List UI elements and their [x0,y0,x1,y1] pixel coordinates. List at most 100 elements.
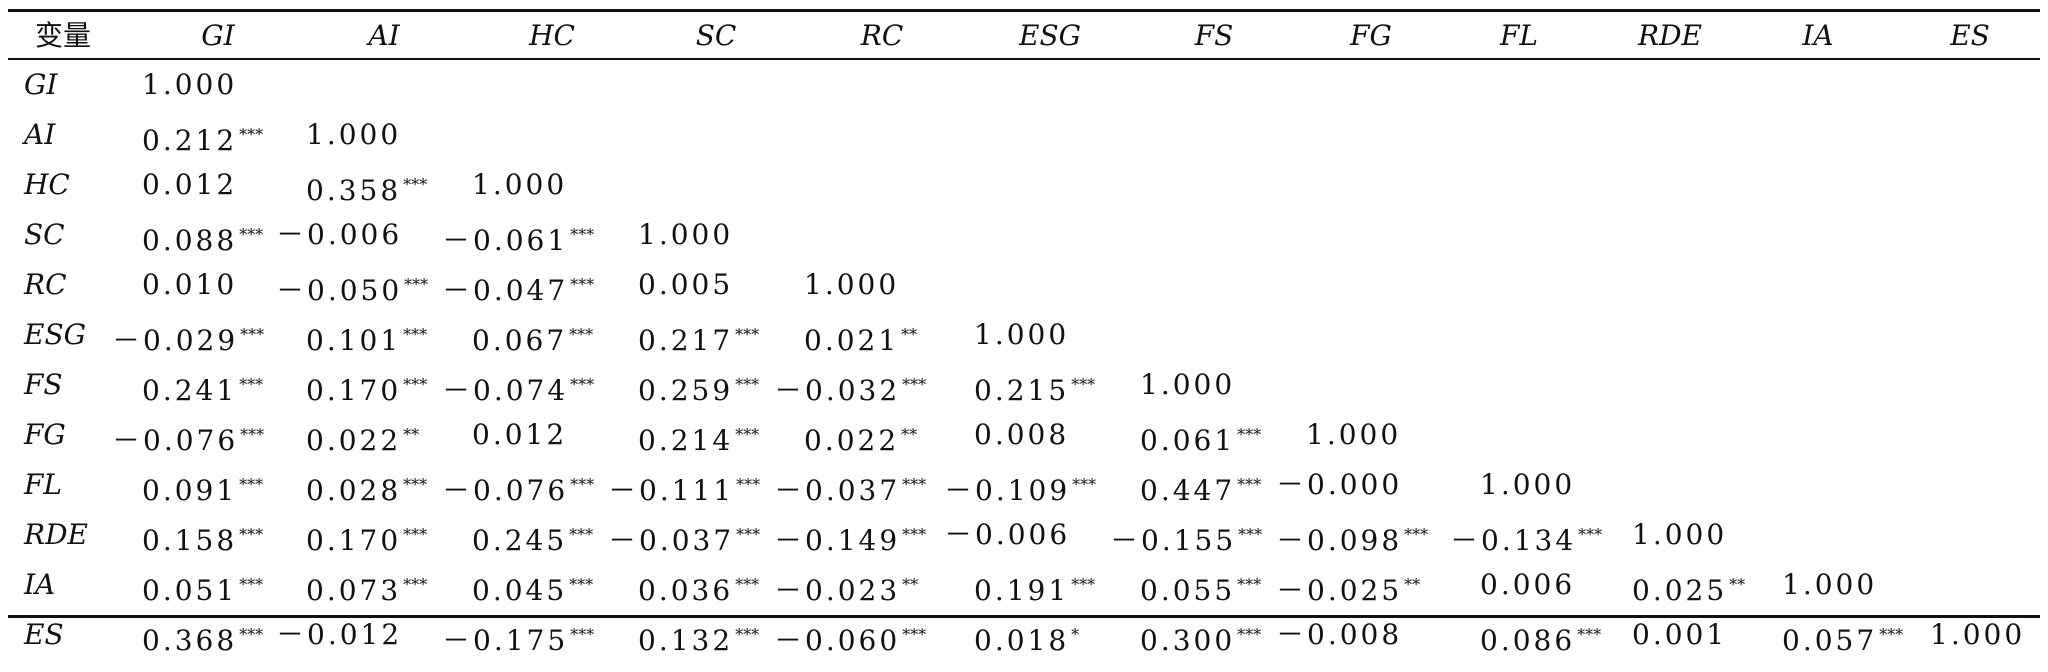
cell-value: 0.368 [142,624,238,657]
table-cell: 0.241 *** [142,360,263,410]
table-cell: －0.050 *** [276,260,428,310]
cell-value: 0.012 [472,418,568,451]
table-cell: －0.037 *** [608,510,760,560]
cell-value: 0.022 [804,424,900,457]
table-cell: 0.300 *** [1140,610,1261,660]
significance-stars: *** [570,225,595,244]
significance-stars: * [1071,625,1080,644]
table-cell: 0.259 *** [638,360,759,410]
cell-value: －0.006 [276,218,403,251]
significance-stars: *** [1071,375,1096,394]
table-cell: 0.101 *** [306,310,427,360]
table-cell: 0.012 [472,410,567,460]
significance-stars: *** [240,425,265,444]
table-cell: 0.006 [1480,560,1575,610]
cell-value: －0.155 [1110,524,1237,557]
table-row: ESG －0.029 *** 0.101 *** 0.067 *** 0.217 *** 0.02… [0,310,2048,360]
table-cell: 0.008 [974,410,1069,460]
cell-value: 0.170 [306,524,402,557]
cell-value: 1.000 [1930,618,2026,651]
table-cell: 0.025 ** [1632,560,1745,610]
table-cell: 0.012 [142,160,237,210]
table-cell: 0.245 *** [472,510,593,560]
cell-value: 1.000 [638,218,734,251]
cell-value: 0.045 [472,574,568,607]
cell-value: 0.158 [142,524,238,557]
significance-stars: ** [1729,575,1746,594]
significance-stars: ** [901,325,918,344]
table-cell: 0.036 *** [638,560,759,610]
significance-stars: *** [403,525,428,544]
table-cell: 0.022 ** [804,410,917,460]
table-cell: 1.000 [1306,410,1401,460]
table-cell: 0.021 ** [804,310,917,360]
cell-value: 0.022 [306,424,402,457]
header-variable: 变量 [34,19,91,52]
row-label: FL [24,468,63,501]
cell-value: 0.088 [142,224,238,257]
significance-stars: *** [1238,525,1263,544]
cell-value: －0.037 [608,524,735,557]
table-cell: －0.074 *** [442,360,594,410]
row-label: HC [24,168,70,201]
cell-value: 0.214 [638,424,734,457]
cell-value: －0.037 [774,474,901,507]
cell-value: 0.001 [1632,618,1728,651]
table-cell: 1.000 [472,160,567,210]
row-label: IA [24,568,56,601]
cell-value: 0.018 [974,624,1070,657]
header-col-fg: FG [1350,19,1392,52]
cell-value: －0.023 [774,574,901,607]
significance-stars: *** [902,475,927,494]
significance-stars: *** [569,525,594,544]
significance-stars: ** [901,425,918,444]
row-label: AI [24,118,56,151]
cell-value: 1.000 [1480,468,1576,501]
header-col-esg: ESG [1019,19,1081,52]
table-cell: 0.170 *** [306,360,427,410]
significance-stars: *** [569,325,594,344]
cell-value: －0.149 [774,524,901,557]
table-cell: 1.000 [1930,610,2025,660]
cell-value: 0.300 [1140,624,1236,657]
cell-value: 1.000 [1632,518,1728,551]
significance-stars: *** [403,325,428,344]
cell-value: 0.217 [638,324,734,357]
significance-stars: *** [403,375,428,394]
table-cell: －0.023 ** [774,560,918,610]
table-row: ES 0.368 *** －0.012 －0.175 *** 0.132 *** －0.060 *… [0,610,2048,660]
significance-stars: *** [240,325,265,344]
significance-stars: *** [736,525,761,544]
significance-stars: *** [1237,475,1262,494]
header-col-fs: FS [1194,19,1234,52]
table-row: RDE 0.158 *** 0.170 *** 0.245 *** －0.037 *** －0.1… [0,510,2048,560]
significance-stars: *** [735,325,760,344]
row-label: GI [24,68,58,101]
significance-stars: *** [403,475,428,494]
table-cell: 0.217 *** [638,310,759,360]
table-cell: 0.088 *** [142,210,263,260]
table-cell: －0.025 ** [1276,560,1420,610]
table-cell: 0.447 *** [1140,460,1261,510]
cell-value: －0.006 [944,518,1071,551]
header-col-hc: HC [529,19,575,52]
significance-stars: *** [902,375,927,394]
row-label: ES [24,618,64,651]
row-label: ESG [24,318,86,351]
cell-value: －0.109 [944,474,1071,507]
cell-value: 0.191 [974,574,1070,607]
significance-stars: *** [1578,525,1603,544]
cell-value: 0.028 [306,474,402,507]
table-row: RC 0.010 －0.050 *** －0.047 *** 0.005 1.000 [0,260,2048,310]
cell-value: 1.000 [1140,368,1236,401]
top-rule [8,9,2040,12]
significance-stars: ** [403,425,420,444]
cell-value: 0.005 [638,268,734,301]
table-cell: 0.170 *** [306,510,427,560]
significance-stars: *** [239,575,264,594]
significance-stars: *** [570,625,595,644]
table-cell: －0.076 *** [442,460,594,510]
table-cell: －0.000 [1276,460,1402,510]
table-cell: 0.132 *** [638,610,759,660]
table-cell: 0.057 *** [1782,610,1903,660]
